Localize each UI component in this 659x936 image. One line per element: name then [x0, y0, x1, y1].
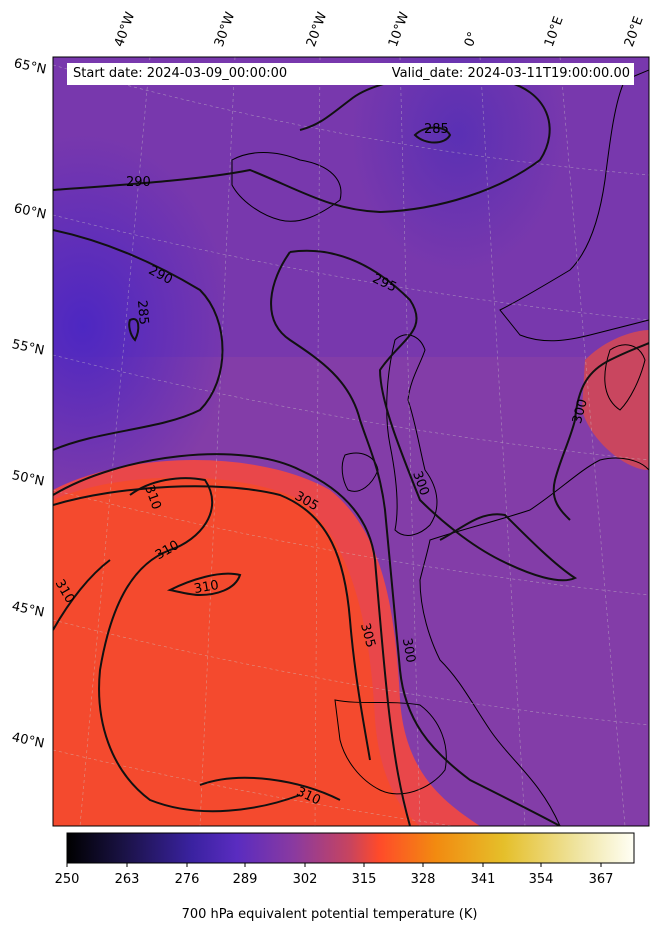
date-info-box: Start date: 2024-03-09_00:00:00 Valid_da… — [67, 63, 634, 85]
map-field — [53, 57, 649, 826]
colorbar-tick: 354 — [528, 872, 554, 887]
colorbar-tick-labels: 250 263 276 289 302 315 328 341 354 367 — [0, 872, 659, 892]
graticule — [53, 57, 649, 826]
colorbar-ticks-marks — [66, 863, 602, 867]
colorbar-tick: 276 — [174, 872, 200, 887]
contour-label: 285 — [133, 299, 151, 326]
colorbar-tick: 250 — [54, 872, 80, 887]
colorbar-tick: 315 — [351, 872, 377, 887]
coastlines — [231, 69, 649, 826]
colorbar-tick: 289 — [232, 872, 258, 887]
map-frame — [52, 56, 650, 827]
colorbar-tick: 367 — [588, 872, 614, 887]
colorbar-tick: 302 — [292, 872, 318, 887]
valid-date-text: Valid_date: 2024-03-11T19:00:00.00 — [391, 66, 630, 81]
contour-label: 290 — [126, 175, 151, 190]
colorbar-tick: 328 — [410, 872, 436, 887]
colorbar-label: 700 hPa equivalent potential temperature… — [181, 907, 478, 922]
start-date-text: Start date: 2024-03-09_00:00:00 — [73, 66, 288, 81]
contours — [53, 74, 649, 826]
colorbar-tick: 263 — [114, 872, 140, 887]
colorbar-tick: 341 — [470, 872, 496, 887]
contour-label: 285 — [424, 122, 449, 137]
colorbar — [66, 832, 635, 864]
